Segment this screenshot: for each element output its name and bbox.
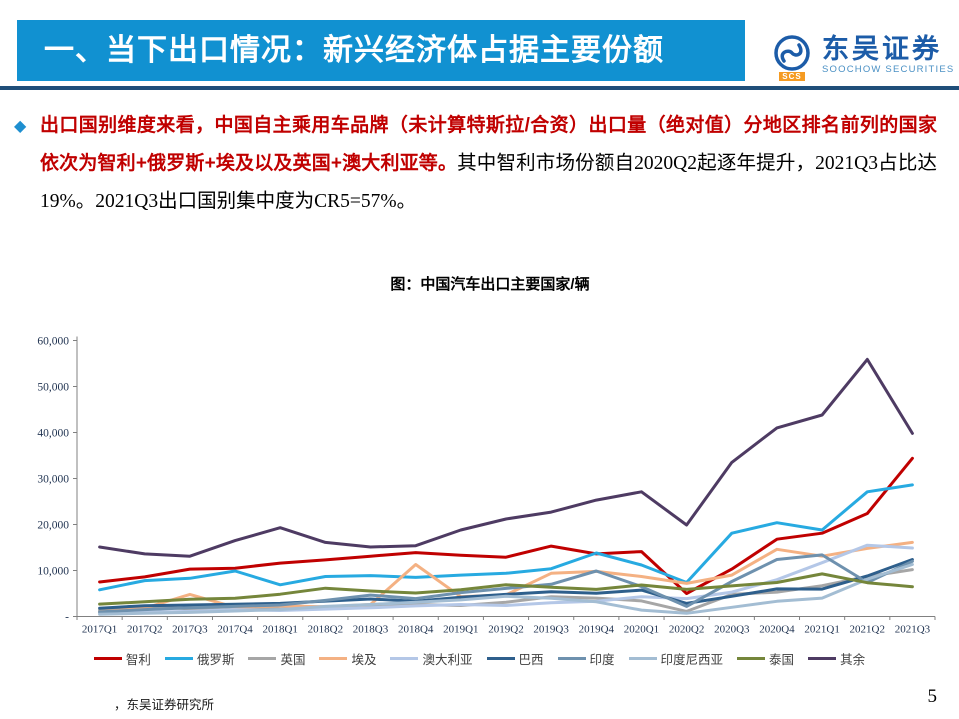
y-tick-label: 40,000 <box>37 428 69 440</box>
y-tick-label: 50,000 <box>37 382 69 394</box>
legend-label: 泰国 <box>769 653 795 667</box>
x-tick-label: 2017Q3 <box>172 624 208 636</box>
legend-item-4: 澳大利亚 <box>390 649 473 668</box>
x-tick-label: 2019Q3 <box>533 624 569 636</box>
x-tick-label: 2017Q4 <box>217 624 253 636</box>
x-tick-label: 2018Q1 <box>262 624 297 636</box>
logo-text: 东吴证券 SOOCHOW SECURITIES <box>822 34 954 76</box>
x-tick-label: 2021Q1 <box>804 624 839 636</box>
x-tick-label: 2020Q4 <box>759 624 795 636</box>
legend-item-6: 印度 <box>557 649 615 668</box>
logo-badge: SCS <box>770 34 814 81</box>
x-tick-label: 2019Q1 <box>443 624 478 636</box>
x-tick-label: 2021Q3 <box>895 624 931 636</box>
logo-swirl-icon <box>774 35 810 71</box>
legend-swatch-icon <box>557 657 586 660</box>
logo-name-en: SOOCHOW SECURITIES <box>822 64 955 75</box>
legend-label: 巴西 <box>518 653 544 667</box>
soochow-logo: SCS 东吴证券 SOOCHOW SECURITIES <box>770 34 954 81</box>
legend-swatch-icon <box>248 657 277 660</box>
x-tick-label: 2018Q4 <box>398 624 434 636</box>
page-number: 5 <box>927 686 938 707</box>
x-tick-label: 2017Q2 <box>127 624 162 636</box>
legend-swatch-icon <box>737 657 766 660</box>
body-text-red: 出口国别维度来看，中国自主乘用车品牌（未计算特斯拉/合资）出口量（绝对值）分地区… <box>40 115 937 174</box>
legend-swatch-icon <box>808 657 837 660</box>
y-tick-label: 60,000 <box>37 336 69 348</box>
y-tick-label: 10,000 <box>37 566 69 578</box>
page-title: 一、当下出口情况：新兴经济体占据主要份额 <box>44 34 664 67</box>
legend-label: 印度尼西亚 <box>660 653 724 667</box>
series-line-9 <box>98 357 914 558</box>
body-text-black-1: 其中智利市场份额自2020Q2起逐年提升，2021Q3占比达19%。 <box>40 153 937 212</box>
legend-swatch-icon <box>164 657 193 660</box>
series-line-8 <box>98 572 914 606</box>
footer-source: ，东吴证券研究所 <box>114 698 215 712</box>
legend-label: 埃及 <box>351 653 377 667</box>
body-paragraph: 出口国别维度来看，中国自主乘用车品牌（未计算特斯拉/合资）出口量（绝对值）分地区… <box>40 107 937 221</box>
y-tick-label: 30,000 <box>37 474 69 486</box>
legend-swatch-icon <box>93 657 122 660</box>
x-tick-label: 2018Q3 <box>353 624 389 636</box>
series-line-7 <box>98 563 914 616</box>
chart-legend: 智利 俄罗斯 英国 埃及 澳大利亚 巴西 印度 印度尼西亚 泰国 其余 <box>0 649 959 668</box>
header-banner: 一、当下出口情况：新兴经济体占据主要份额 <box>17 20 745 81</box>
body-text-black-2: 2021Q3出口国别集中度为CR5=57%。 <box>95 191 417 212</box>
legend-label: 英国 <box>280 653 306 667</box>
series-line-0 <box>98 456 914 595</box>
legend-label: 俄罗斯 <box>196 653 235 667</box>
x-tick-label: 2020Q3 <box>714 624 750 636</box>
legend-label: 印度 <box>589 653 615 667</box>
series-line-6 <box>98 553 914 614</box>
legend-item-2: 英国 <box>248 649 305 668</box>
legend-item-5: 巴西 <box>486 649 544 668</box>
x-tick-label: 2020Q2 <box>669 624 704 636</box>
chart-title: 图：中国汽车出口主要国家/辆 <box>390 276 590 293</box>
legend-item-8: 泰国 <box>737 649 794 668</box>
legend-label: 智利 <box>125 653 151 667</box>
x-tick-label: 2018Q2 <box>308 624 343 636</box>
logo-scs-label: SCS <box>779 72 805 81</box>
legend-swatch-icon <box>486 657 515 660</box>
legend-item-0: 智利 <box>93 649 151 668</box>
legend-swatch-icon <box>319 657 348 660</box>
x-tick-label: 2021Q2 <box>850 624 885 636</box>
x-tick-label: 2020Q1 <box>624 624 659 636</box>
series-line-1 <box>98 483 914 592</box>
diamond-bullet-icon: ◆ <box>14 118 27 135</box>
legend-label: 其余 <box>840 653 866 667</box>
legend-item-9: 其余 <box>808 649 865 668</box>
x-tick-label: 2019Q4 <box>579 624 615 636</box>
legend-item-3: 埃及 <box>319 649 376 668</box>
line-chart: - 10,000 20,000 30,000 40,000 50,000 60,000 201… <box>37 336 936 636</box>
y-tick-label: - <box>65 612 69 624</box>
legend-item-7: 印度尼西亚 <box>628 649 724 668</box>
x-tick-label: 2017Q1 <box>82 624 117 636</box>
x-tick-label: 2019Q2 <box>488 624 523 636</box>
series-line-5 <box>98 558 914 610</box>
y-tick-label: 20,000 <box>37 520 69 532</box>
header-divider <box>0 86 959 90</box>
legend-item-1: 俄罗斯 <box>164 649 235 668</box>
legend-swatch-icon <box>390 657 419 660</box>
logo-name-cn: 东吴证券 <box>822 34 942 64</box>
legend-swatch-icon <box>628 657 657 660</box>
legend-label: 澳大利亚 <box>422 653 473 667</box>
